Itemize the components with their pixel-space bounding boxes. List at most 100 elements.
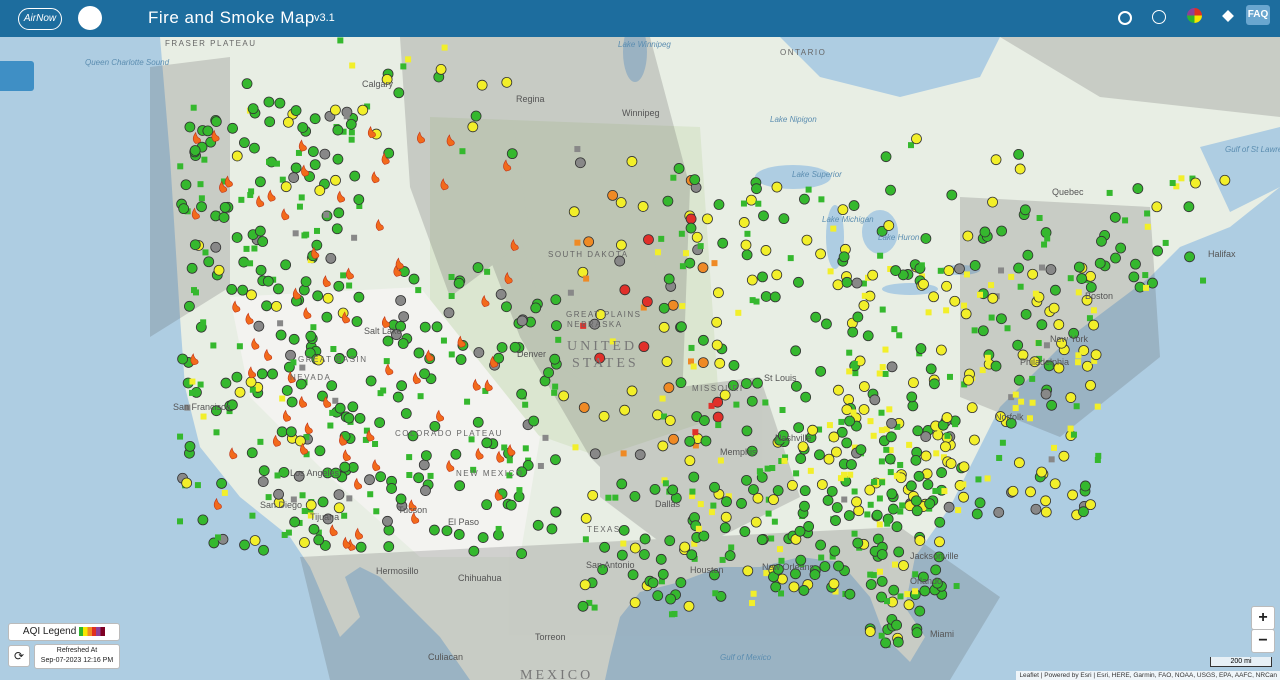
station-marker[interactable] — [826, 485, 838, 497]
station-marker[interactable] — [711, 316, 723, 328]
station-marker[interactable] — [871, 509, 883, 521]
station-marker[interactable] — [962, 230, 974, 242]
station-marker[interactable] — [383, 524, 395, 536]
station-marker[interactable] — [522, 401, 529, 408]
station-marker[interactable] — [273, 488, 284, 500]
station-marker[interactable] — [697, 243, 704, 250]
station-marker[interactable] — [356, 203, 363, 210]
station-marker[interactable] — [280, 259, 292, 271]
station-marker[interactable] — [795, 554, 807, 566]
station-marker[interactable] — [249, 512, 256, 519]
station-marker[interactable] — [578, 402, 590, 413]
station-marker[interactable] — [998, 267, 1005, 274]
station-marker[interactable] — [178, 203, 190, 215]
station-marker[interactable] — [1012, 391, 1019, 398]
station-marker[interactable] — [1029, 375, 1036, 382]
station-marker[interactable] — [971, 508, 983, 520]
fire-icon[interactable] — [264, 348, 273, 361]
station-marker[interactable] — [626, 156, 638, 167]
station-marker[interactable] — [334, 353, 345, 364]
station-marker[interactable] — [940, 441, 951, 453]
station-marker[interactable] — [658, 302, 670, 314]
station-marker[interactable] — [288, 172, 300, 183]
station-marker[interactable] — [846, 368, 853, 375]
station-marker[interactable] — [279, 395, 286, 402]
station-marker[interactable] — [1219, 174, 1231, 186]
station-marker[interactable] — [459, 148, 466, 155]
station-marker[interactable] — [470, 110, 482, 122]
station-marker[interactable] — [664, 415, 676, 426]
station-marker[interactable] — [843, 510, 855, 521]
station-marker[interactable] — [543, 367, 554, 379]
station-marker[interactable] — [537, 462, 544, 469]
station-marker[interactable] — [307, 508, 314, 515]
station-marker[interactable] — [752, 377, 763, 389]
station-marker[interactable] — [290, 359, 297, 366]
station-marker[interactable] — [275, 329, 287, 341]
station-marker[interactable] — [684, 435, 696, 447]
station-marker[interactable] — [758, 210, 769, 222]
station-marker[interactable] — [1013, 374, 1025, 386]
station-marker[interactable] — [619, 284, 631, 296]
station-marker[interactable] — [750, 590, 757, 597]
station-marker[interactable] — [955, 507, 962, 514]
station-marker[interactable] — [1085, 270, 1096, 282]
station-marker[interactable] — [851, 530, 858, 537]
station-marker[interactable] — [577, 266, 589, 278]
station-marker[interactable] — [1056, 337, 1067, 349]
station-marker[interactable] — [1004, 325, 1011, 332]
station-marker[interactable] — [495, 288, 507, 300]
fire-icon[interactable] — [192, 131, 201, 144]
station-marker[interactable] — [398, 311, 410, 322]
station-marker[interactable] — [258, 544, 269, 556]
station-marker[interactable] — [236, 343, 243, 350]
station-marker[interactable] — [1012, 405, 1019, 412]
station-marker[interactable] — [587, 489, 599, 501]
fire-icon[interactable] — [366, 429, 375, 442]
station-marker[interactable] — [177, 163, 184, 170]
station-marker[interactable] — [418, 459, 430, 471]
station-marker[interactable] — [830, 225, 837, 232]
station-marker[interactable] — [262, 275, 274, 287]
station-marker[interactable] — [689, 488, 696, 495]
station-marker[interactable] — [247, 103, 259, 115]
station-marker[interactable] — [762, 399, 769, 406]
station-marker[interactable] — [884, 520, 891, 527]
station-marker[interactable] — [598, 410, 610, 422]
station-marker[interactable] — [1109, 211, 1121, 223]
station-marker[interactable] — [700, 435, 712, 447]
station-marker[interactable] — [865, 579, 877, 590]
station-marker[interactable] — [799, 485, 811, 497]
station-marker[interactable] — [663, 382, 675, 394]
station-marker[interactable] — [778, 213, 790, 225]
station-marker[interactable] — [815, 539, 827, 551]
station-marker[interactable] — [855, 444, 867, 455]
fire-icon[interactable] — [381, 152, 390, 165]
station-marker[interactable] — [685, 222, 697, 234]
station-marker[interactable] — [841, 437, 853, 449]
station-marker[interactable] — [791, 380, 802, 392]
station-marker[interactable] — [210, 342, 217, 349]
fire-icon[interactable] — [393, 264, 402, 277]
fire-icon[interactable] — [256, 195, 265, 208]
station-marker[interactable] — [197, 181, 204, 188]
station-marker[interactable] — [481, 437, 493, 449]
station-marker[interactable] — [419, 321, 431, 333]
fire-icon[interactable] — [282, 409, 291, 422]
station-marker[interactable] — [708, 402, 715, 409]
station-marker[interactable] — [294, 435, 306, 447]
station-marker[interactable] — [898, 560, 909, 571]
station-marker[interactable] — [887, 503, 899, 515]
station-marker[interactable] — [913, 470, 925, 482]
station-marker[interactable] — [1053, 362, 1065, 374]
station-marker[interactable] — [334, 402, 346, 414]
station-marker[interactable] — [599, 541, 611, 553]
station-marker[interactable] — [905, 480, 917, 492]
station-marker[interactable] — [1085, 379, 1096, 391]
station-marker[interactable] — [285, 529, 292, 536]
station-marker[interactable] — [846, 459, 857, 470]
station-marker[interactable] — [348, 129, 355, 136]
station-marker[interactable] — [339, 461, 351, 473]
station-marker[interactable] — [532, 519, 544, 531]
station-marker[interactable] — [1041, 241, 1048, 248]
